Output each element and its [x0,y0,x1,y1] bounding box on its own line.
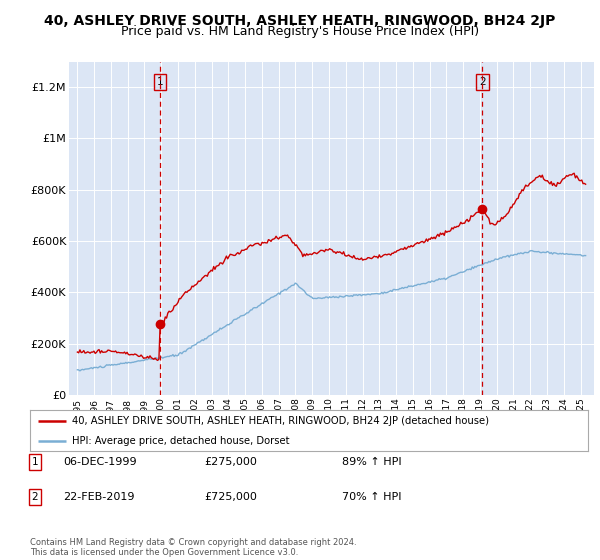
Text: 1: 1 [157,77,163,87]
Text: 40, ASHLEY DRIVE SOUTH, ASHLEY HEATH, RINGWOOD, BH24 2JP (detached house): 40, ASHLEY DRIVE SOUTH, ASHLEY HEATH, RI… [72,416,489,426]
Text: 1: 1 [31,457,38,467]
Text: 89% ↑ HPI: 89% ↑ HPI [342,457,401,467]
Text: 40, ASHLEY DRIVE SOUTH, ASHLEY HEATH, RINGWOOD, BH24 2JP: 40, ASHLEY DRIVE SOUTH, ASHLEY HEATH, RI… [44,14,556,28]
Text: Contains HM Land Registry data © Crown copyright and database right 2024.
This d: Contains HM Land Registry data © Crown c… [30,538,356,557]
Text: £275,000: £275,000 [204,457,257,467]
Text: 22-FEB-2019: 22-FEB-2019 [63,492,134,502]
Text: HPI: Average price, detached house, Dorset: HPI: Average price, detached house, Dors… [72,436,289,446]
Text: 70% ↑ HPI: 70% ↑ HPI [342,492,401,502]
Text: 2: 2 [479,77,486,87]
Text: Price paid vs. HM Land Registry's House Price Index (HPI): Price paid vs. HM Land Registry's House … [121,25,479,38]
Text: 06-DEC-1999: 06-DEC-1999 [63,457,137,467]
Text: £725,000: £725,000 [204,492,257,502]
Text: 2: 2 [31,492,38,502]
